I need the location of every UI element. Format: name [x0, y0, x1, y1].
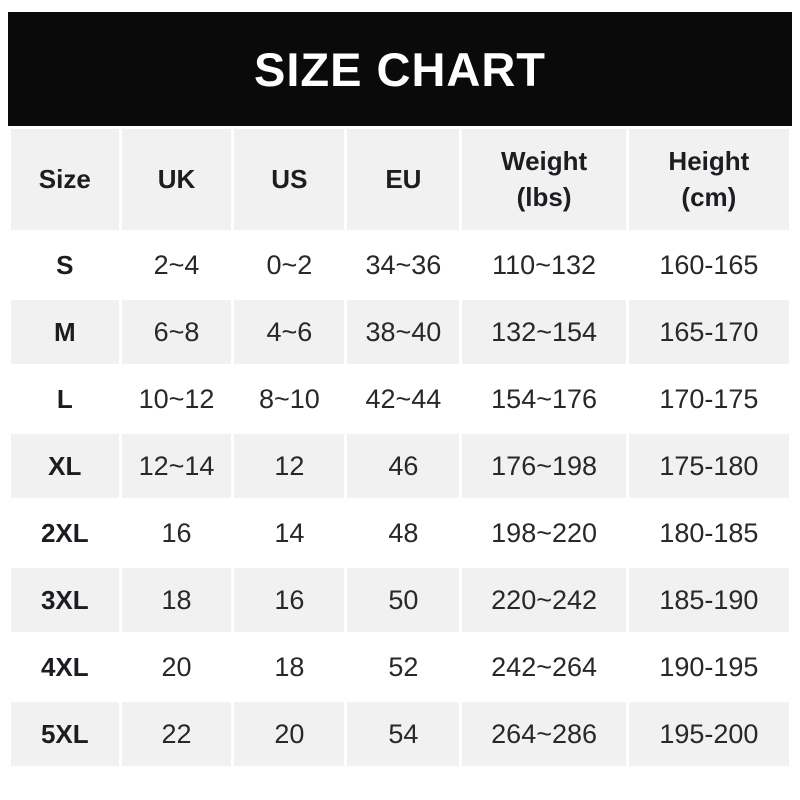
size-cell: 2XL	[11, 501, 119, 565]
column-header-eu: EU	[347, 129, 460, 230]
data-cell-height: 180-185	[628, 501, 789, 565]
data-cell-height: 190-195	[628, 635, 789, 699]
data-cell-eu: 50	[347, 568, 460, 632]
table-row-4xl: 4XL 20 18 52 242~264 190-195	[11, 635, 789, 699]
size-cell: 4XL	[11, 635, 119, 699]
data-cell-us: 0~2	[234, 233, 345, 297]
data-cell-height: 170-175	[628, 367, 789, 431]
data-cell-uk: 10~12	[121, 367, 232, 431]
data-cell-us: 20	[234, 702, 345, 766]
table-row-2xl: 2XL 16 14 48 198~220 180-185	[11, 501, 789, 565]
data-cell-uk: 16	[121, 501, 232, 565]
data-cell-us: 16	[234, 568, 345, 632]
size-cell: 3XL	[11, 568, 119, 632]
data-cell-uk: 12~14	[121, 434, 232, 498]
data-cell-eu: 54	[347, 702, 460, 766]
table-header-row: Size UK US EU Weight (lbs) Height (cm)	[11, 129, 789, 230]
data-cell-height: 160-165	[628, 233, 789, 297]
data-cell-uk: 2~4	[121, 233, 232, 297]
data-cell-height: 185-190	[628, 568, 789, 632]
data-cell-us: 14	[234, 501, 345, 565]
data-cell-us: 4~6	[234, 300, 345, 364]
data-cell-weight: 220~242	[462, 568, 626, 632]
size-cell: L	[11, 367, 119, 431]
data-cell-weight: 242~264	[462, 635, 626, 699]
size-cell: XL	[11, 434, 119, 498]
data-cell-weight: 154~176	[462, 367, 626, 431]
data-cell-eu: 42~44	[347, 367, 460, 431]
data-cell-height: 165-170	[628, 300, 789, 364]
column-header-size: Size	[11, 129, 119, 230]
data-cell-uk: 6~8	[121, 300, 232, 364]
data-cell-us: 18	[234, 635, 345, 699]
column-header-weight: Weight (lbs)	[462, 129, 626, 230]
data-cell-us: 12	[234, 434, 345, 498]
column-header-height: Height (cm)	[628, 129, 789, 230]
table-row-xl: XL 12~14 12 46 176~198 175-180	[11, 434, 789, 498]
data-cell-height: 195-200	[628, 702, 789, 766]
data-cell-weight: 110~132	[462, 233, 626, 297]
data-cell-eu: 34~36	[347, 233, 460, 297]
page-title: SIZE CHART	[254, 42, 546, 96]
table-row-5xl: 5XL 22 20 54 264~286 195-200	[11, 702, 789, 766]
data-cell-uk: 22	[121, 702, 232, 766]
data-cell-eu: 48	[347, 501, 460, 565]
title-banner: SIZE CHART	[8, 12, 792, 126]
table-row-m: M 6~8 4~6 38~40 132~154 165-170	[11, 300, 789, 364]
size-cell: M	[11, 300, 119, 364]
data-cell-uk: 18	[121, 568, 232, 632]
data-cell-weight: 176~198	[462, 434, 626, 498]
table-row-3xl: 3XL 18 16 50 220~242 185-190	[11, 568, 789, 632]
data-cell-eu: 52	[347, 635, 460, 699]
data-cell-us: 8~10	[234, 367, 345, 431]
data-cell-weight: 198~220	[462, 501, 626, 565]
size-cell: 5XL	[11, 702, 119, 766]
column-header-uk: UK	[121, 129, 232, 230]
column-header-us: US	[234, 129, 345, 230]
data-cell-weight: 132~154	[462, 300, 626, 364]
data-cell-eu: 38~40	[347, 300, 460, 364]
table-row-l: L 10~12 8~10 42~44 154~176 170-175	[11, 367, 789, 431]
data-cell-uk: 20	[121, 635, 232, 699]
size-cell: S	[11, 233, 119, 297]
data-cell-height: 175-180	[628, 434, 789, 498]
data-cell-eu: 46	[347, 434, 460, 498]
data-cell-weight: 264~286	[462, 702, 626, 766]
table-row-s: S 2~4 0~2 34~36 110~132 160-165	[11, 233, 789, 297]
size-chart-table: Size UK US EU Weight (lbs) Height (cm) S…	[8, 126, 792, 769]
